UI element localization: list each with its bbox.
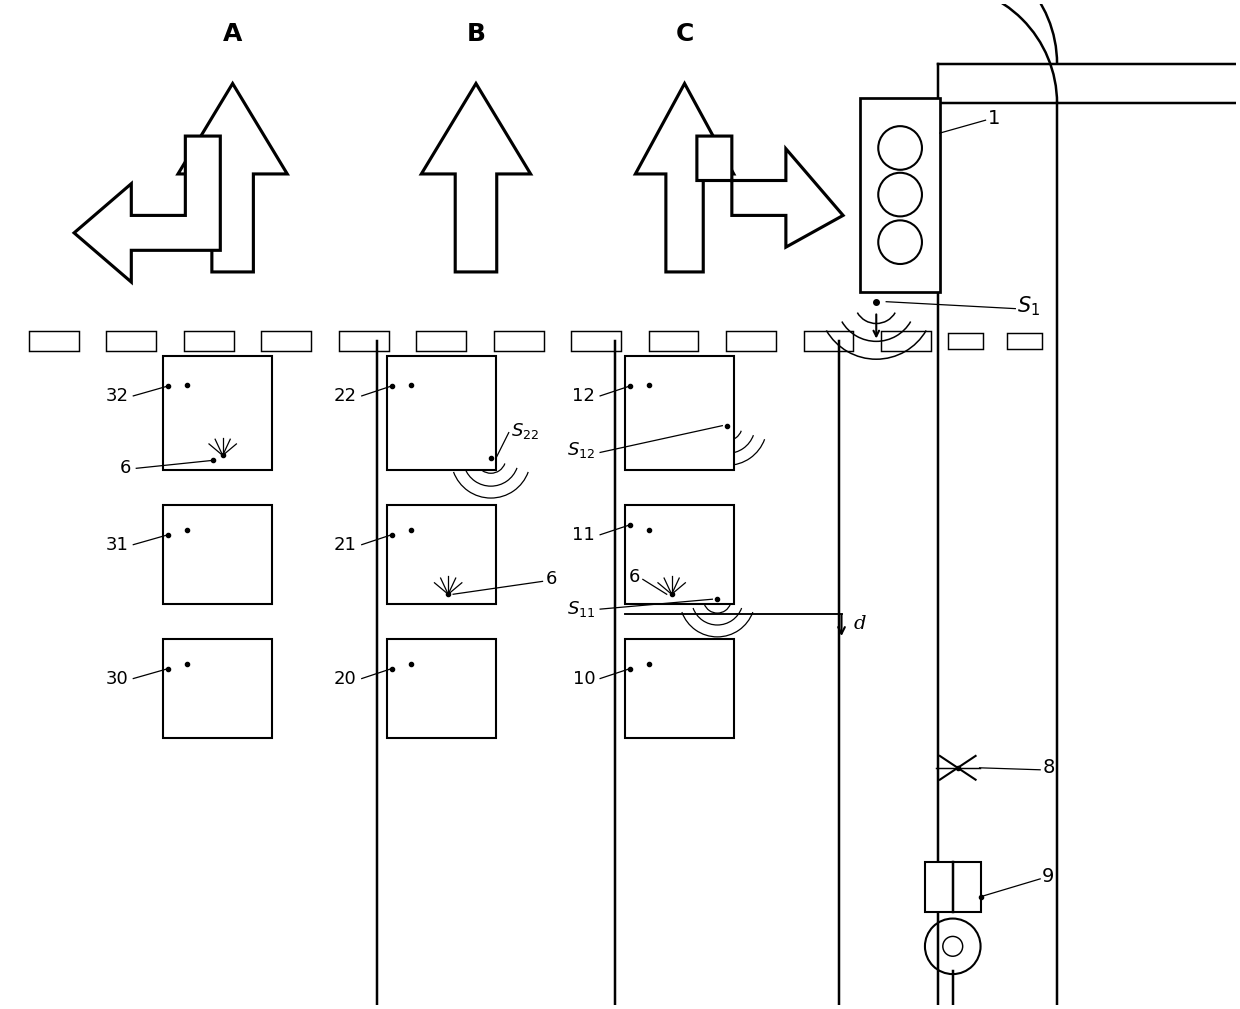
Bar <box>727 331 776 351</box>
Text: 22: 22 <box>334 386 357 405</box>
Polygon shape <box>635 84 734 272</box>
Text: 11: 11 <box>573 526 595 544</box>
Text: 9: 9 <box>1042 868 1054 886</box>
Bar <box>164 356 273 470</box>
Bar <box>387 356 496 470</box>
Text: 6: 6 <box>546 570 557 588</box>
Bar <box>417 331 466 351</box>
Bar <box>649 331 698 351</box>
Text: B: B <box>466 22 486 46</box>
Text: A: A <box>223 22 242 46</box>
Bar <box>804 331 853 351</box>
Bar <box>387 504 496 604</box>
Bar <box>107 331 156 351</box>
Bar <box>339 331 388 351</box>
Polygon shape <box>697 136 843 247</box>
Bar <box>625 639 734 738</box>
Bar <box>882 331 931 351</box>
Text: 10: 10 <box>573 670 595 687</box>
Text: 8: 8 <box>1042 759 1054 777</box>
Polygon shape <box>179 84 288 272</box>
Text: $S_1$: $S_1$ <box>1017 295 1040 319</box>
Bar <box>625 504 734 604</box>
Bar <box>494 331 543 351</box>
Text: 1: 1 <box>987 109 999 128</box>
Bar <box>861 99 940 292</box>
Polygon shape <box>422 84 531 272</box>
Polygon shape <box>74 136 221 283</box>
Bar <box>164 639 273 738</box>
Bar <box>164 504 273 604</box>
Text: $S_{11}$: $S_{11}$ <box>567 599 595 620</box>
Bar <box>387 639 496 738</box>
Bar <box>29 331 78 351</box>
Text: 12: 12 <box>573 386 595 405</box>
Bar <box>925 862 981 911</box>
Text: 6: 6 <box>120 459 131 477</box>
Text: 30: 30 <box>105 670 128 687</box>
Text: C: C <box>676 22 693 46</box>
Bar <box>1007 333 1042 349</box>
Bar <box>184 331 233 351</box>
Text: 20: 20 <box>334 670 357 687</box>
Text: 21: 21 <box>334 536 357 554</box>
Text: 31: 31 <box>105 536 128 554</box>
Bar <box>572 331 621 351</box>
Text: 6: 6 <box>629 568 640 586</box>
Bar <box>625 356 734 470</box>
Text: 32: 32 <box>105 386 128 405</box>
Bar <box>947 333 982 349</box>
Bar <box>262 331 311 351</box>
Text: $S_{12}$: $S_{12}$ <box>567 441 595 460</box>
Text: $S_{22}$: $S_{22}$ <box>511 421 539 441</box>
Text: d: d <box>853 615 866 633</box>
